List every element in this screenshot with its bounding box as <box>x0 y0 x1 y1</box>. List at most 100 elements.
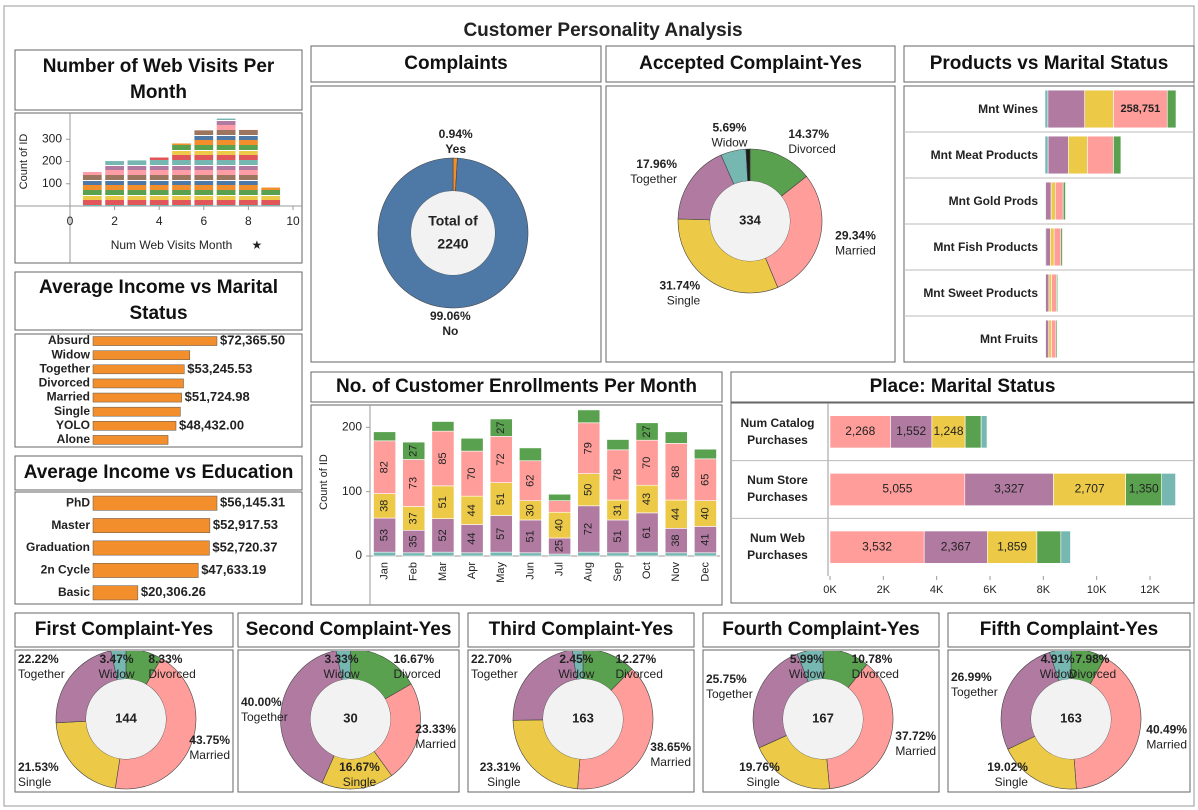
bar-segment <box>1053 473 1127 506</box>
bar-segment <box>1044 135 1049 175</box>
bar-segment <box>635 551 659 557</box>
x-tick-label: 0 <box>67 214 74 228</box>
donut-hole <box>411 191 495 275</box>
bar <box>92 562 199 578</box>
pin-icon: ★ <box>252 238 263 252</box>
slice-label: Married <box>835 243 876 257</box>
bar <box>92 406 181 417</box>
data-label: $52,720.37 <box>212 539 277 554</box>
x-tick-label: Sep <box>612 562 624 582</box>
data-label: 5,055 <box>882 482 912 496</box>
bar <box>92 435 169 445</box>
y-tick-label: Num Catalog Purchases <box>740 415 815 447</box>
data-label: 72 <box>583 523 595 535</box>
slice-label: Married <box>415 737 456 751</box>
center-label: Total of <box>428 213 478 229</box>
data-label: 40 <box>553 519 565 531</box>
chart-title: Third Complaint-Yes <box>488 619 674 640</box>
slice-label: Together <box>630 172 677 186</box>
bar-segment <box>577 551 601 557</box>
x-tick-label: 2 <box>111 214 118 228</box>
y-tick-label: Widow <box>51 347 90 361</box>
x-tick-label: 8K <box>1037 584 1051 596</box>
data-label: 23.33% <box>415 722 456 736</box>
chart-title: Fifth Complaint-Yes <box>979 619 1159 640</box>
slice-label: Widow <box>711 136 747 150</box>
data-label: 57 <box>495 528 507 540</box>
slice-label: Widow <box>324 667 360 681</box>
slice-label: Together <box>241 710 288 724</box>
donut-hole <box>86 679 166 759</box>
data-label: 2,268 <box>845 424 875 438</box>
data-label: 3,532 <box>862 539 892 553</box>
data-label: 37 <box>408 512 420 524</box>
data-label: 21.53% <box>18 760 59 774</box>
bar-segment <box>1053 227 1062 267</box>
bar-segment <box>577 409 601 424</box>
data-label: 19.76% <box>739 760 780 774</box>
bar-segment <box>519 552 542 557</box>
chart-title: Place: Marital Status <box>869 376 1056 397</box>
data-label: 31.74% <box>659 279 700 293</box>
x-tick-label: Aug <box>583 562 595 582</box>
bar-segment <box>1113 89 1168 129</box>
bar-segment <box>548 493 571 501</box>
bar-segment <box>373 431 396 442</box>
donut <box>1000 651 1142 790</box>
y-tick-label: Married <box>47 390 90 404</box>
slice-label: Single <box>667 294 701 308</box>
data-label: $51,724.98 <box>185 389 250 404</box>
slice-label: Widow <box>99 667 135 681</box>
center-total: 30 <box>343 710 357 725</box>
data-label: 65 <box>699 474 711 486</box>
data-label: 25 <box>553 540 565 552</box>
y-tick-label: Graduation <box>26 540 90 554</box>
y-tick-label: YOLO <box>56 418 90 432</box>
bar-segment <box>1060 227 1063 267</box>
donut <box>677 148 823 294</box>
bar-segment <box>606 439 630 451</box>
bar-segment <box>402 552 426 557</box>
slice-label: Widow <box>558 667 594 681</box>
slice-label: Divorced <box>1069 667 1116 681</box>
bar-segment <box>1045 273 1050 313</box>
x-axis-label: Num Web Visits Month <box>111 238 233 252</box>
y-tick-label: Divorced <box>39 376 90 390</box>
slice-label: Divorced <box>148 667 195 681</box>
data-label: 8.33% <box>148 652 182 666</box>
data-label: 26.99% <box>951 670 992 684</box>
chart-title: First Complaint-Yes <box>34 619 214 640</box>
data-label: $56,145.31 <box>220 495 285 510</box>
data-label: 2.45% <box>559 652 593 666</box>
panel-frame <box>237 649 460 793</box>
data-label: 22.70% <box>471 652 512 666</box>
bar-segment <box>1062 181 1066 221</box>
bar-segment <box>1047 89 1086 129</box>
data-label: 31 <box>612 504 624 516</box>
x-tick-label: 8 <box>245 214 252 228</box>
slice-label: Together <box>471 667 518 681</box>
data-label: 51 <box>612 530 624 542</box>
x-tick-label: Feb <box>408 562 420 581</box>
bar <box>92 364 185 375</box>
data-label: 19.02% <box>987 760 1028 774</box>
data-label: 38 <box>670 534 682 546</box>
panel-frame <box>310 85 602 363</box>
panel-frame <box>14 333 303 448</box>
bar-segment <box>1050 181 1056 221</box>
x-tick-label: May <box>495 562 507 583</box>
donut <box>280 651 421 790</box>
panel-frame <box>14 49 303 111</box>
y-tick-label: 200 <box>342 419 362 433</box>
bar-segment <box>664 552 688 557</box>
y-tick-label: 100 <box>342 484 362 498</box>
panel-frame <box>310 45 602 83</box>
center-total: 163 <box>572 710 594 725</box>
panel-frame <box>14 271 303 331</box>
data-label: 37.72% <box>895 729 936 743</box>
data-label: 12.27% <box>616 652 657 666</box>
donut <box>752 651 894 790</box>
bar-segment <box>1047 135 1069 175</box>
y-axis-label: Count of ID <box>18 134 30 190</box>
